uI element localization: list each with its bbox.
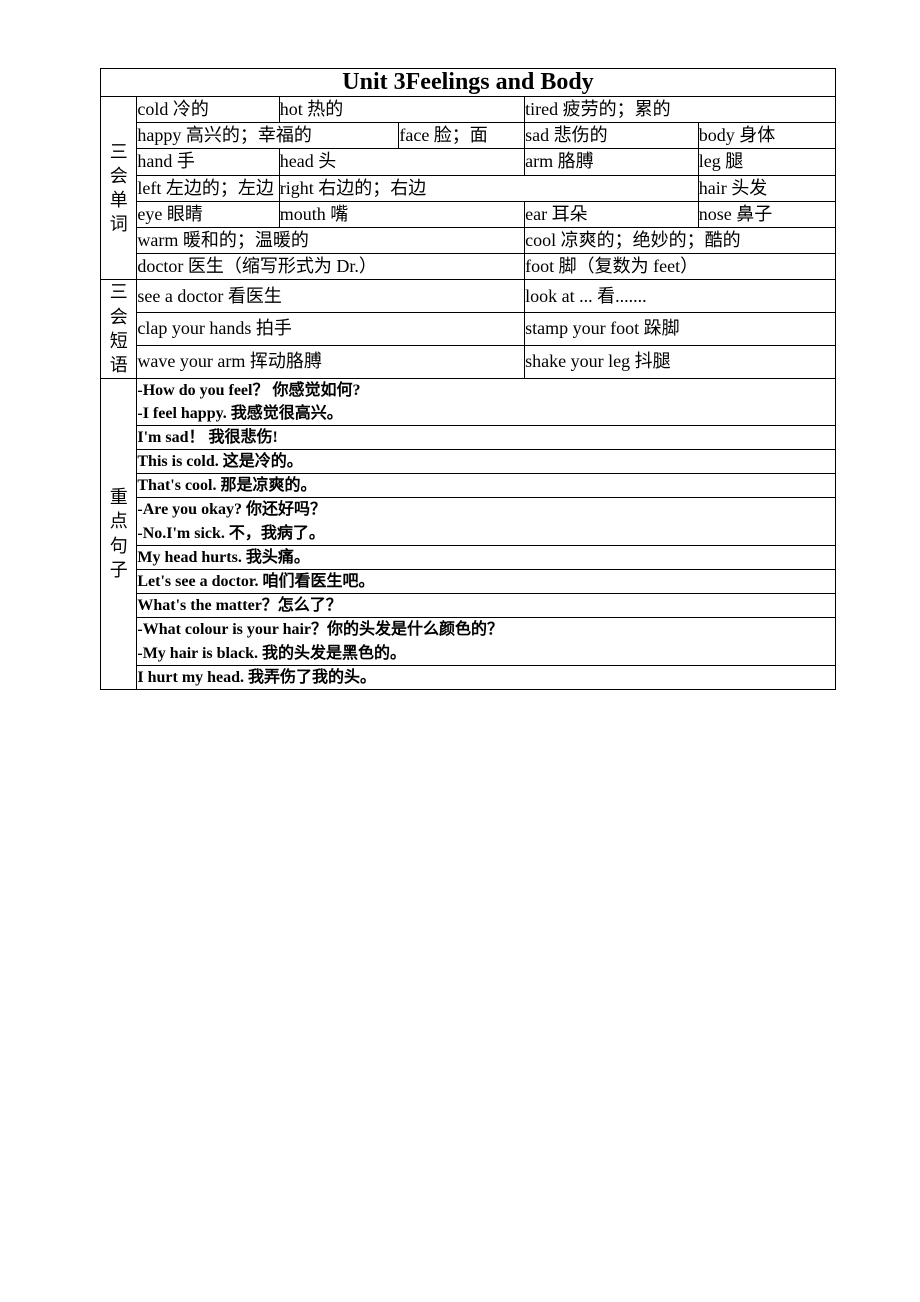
page: Unit 3Feelings and Body 三 会 单 词 cold 冷的 …	[0, 0, 920, 1302]
phrase-cell: clap your hands 拍手	[137, 313, 525, 346]
sentence-cell: I'm sad！ 我很悲伤!	[137, 425, 836, 449]
unit-title: Unit 3Feelings and Body	[342, 69, 593, 95]
word-cell: eye 眼睛	[137, 201, 279, 227]
sentence-cell: -How do you feel？ 你感觉如何? -I feel happy. …	[137, 378, 836, 425]
sentence-cell: -What colour is your hair？你的头发是什么颜色的？ -M…	[137, 618, 836, 665]
word-cell: right 右边的；右边	[279, 175, 698, 201]
word-cell: warm 暖和的；温暖的	[137, 227, 525, 253]
word-cell: hair 头发	[698, 175, 835, 201]
sentence-cell: Let's see a doctor. 咱们看医生吧。	[137, 570, 836, 594]
word-cell: left 左边的；左边	[137, 175, 279, 201]
label-char: 子	[101, 558, 136, 582]
title-cell: Unit 3Feelings and Body	[101, 69, 836, 97]
label-char: 词	[101, 212, 136, 236]
label-char: 会	[101, 305, 136, 329]
label-char: 三	[101, 140, 136, 164]
phrase-cell: shake your leg 抖腿	[525, 345, 836, 378]
phrase-cell: see a doctor 看医生	[137, 280, 525, 313]
word-cell: doctor 医生（缩写形式为 Dr.）	[137, 254, 525, 280]
label-char: 短	[101, 329, 136, 353]
phrase-cell: stamp your foot 跺脚	[525, 313, 836, 346]
word-cell: cool 凉爽的；绝妙的；酷的	[525, 227, 836, 253]
word-cell: hot 热的	[279, 97, 524, 123]
phrase-cell: wave your arm 挥动胳膊	[137, 345, 525, 378]
label-char: 会	[101, 164, 136, 188]
label-char: 句	[101, 534, 136, 558]
word-cell: mouth 嘴	[279, 201, 524, 227]
word-cell: arm 胳膊	[525, 149, 699, 175]
word-cell: cold 冷的	[137, 97, 279, 123]
word-cell: hand 手	[137, 149, 279, 175]
label-char: 重	[101, 485, 136, 509]
section-label-phrases: 三 会 短 语	[101, 280, 137, 378]
sentence-cell: What's the matter？怎么了？	[137, 594, 836, 618]
section-label-words: 三 会 单 词	[101, 97, 137, 280]
label-char: 单	[101, 188, 136, 212]
sentence-cell: My head hurts. 我头痛。	[137, 545, 836, 569]
word-cell: nose 鼻子	[698, 201, 835, 227]
word-cell: tired 疲劳的；累的	[525, 97, 836, 123]
word-cell: leg 腿	[698, 149, 835, 175]
word-cell: happy 高兴的；幸福的	[137, 123, 399, 149]
word-cell: ear 耳朵	[525, 201, 699, 227]
word-cell: face 脸；面	[399, 123, 525, 149]
section-label-sentences: 重 点 句 子	[101, 378, 137, 689]
word-cell: body 身体	[698, 123, 835, 149]
label-char: 三	[101, 280, 136, 304]
sentence-cell: I hurt my head. 我弄伤了我的头。	[137, 665, 836, 689]
word-cell: foot 脚（复数为 feet）	[525, 254, 836, 280]
sentence-cell: -Are you okay? 你还好吗？ -No.I'm sick. 不，我病了…	[137, 498, 836, 545]
label-char: 语	[101, 353, 136, 377]
phrase-cell: look at ... 看.......	[525, 280, 836, 313]
word-cell: head 头	[279, 149, 524, 175]
sentence-cell: This is cold. 这是冷的。	[137, 450, 836, 474]
sentence-cell: That's cool. 那是凉爽的。	[137, 474, 836, 498]
label-char: 点	[101, 509, 136, 533]
vocab-table: Unit 3Feelings and Body 三 会 单 词 cold 冷的 …	[100, 68, 836, 690]
word-cell: sad 悲伤的	[525, 123, 699, 149]
